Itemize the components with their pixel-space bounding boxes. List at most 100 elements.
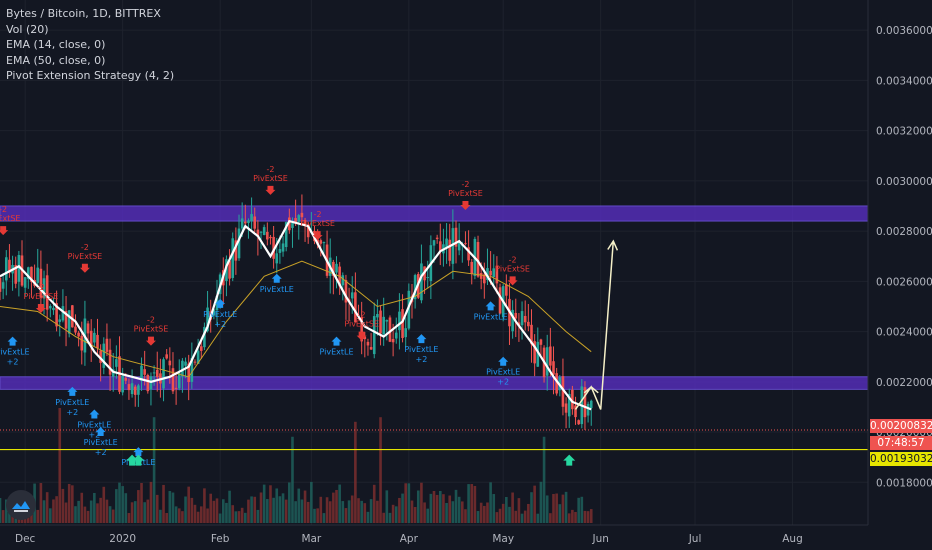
volume-bar [89, 500, 93, 523]
volume-bar [306, 501, 310, 523]
volume-bar [64, 502, 68, 523]
candle-body [288, 217, 291, 231]
volume-bar [574, 511, 577, 523]
volume-bar [401, 493, 404, 523]
candle-body [272, 236, 275, 259]
volume-bar [8, 511, 11, 523]
volume-bar [567, 513, 571, 523]
volume-bar [96, 503, 99, 523]
signal-sub: -2 [509, 255, 517, 264]
candle-body [350, 292, 354, 299]
candle-body [335, 263, 338, 273]
legend-strategy[interactable]: Pivot Extension Strategy (4, 2) [6, 69, 175, 82]
volume-bar [149, 481, 153, 523]
volume-bar [341, 501, 345, 523]
volume-bar [495, 512, 499, 523]
candle-body [93, 332, 96, 343]
signal-arrow-down [265, 185, 276, 195]
signal-label: PivExtLE [55, 398, 89, 407]
volume-bar [140, 483, 143, 523]
tradingview-logo[interactable] [6, 490, 36, 520]
candle-body [332, 261, 335, 276]
volume-bar [108, 506, 112, 523]
volume-bar [483, 505, 486, 523]
volume-bar [127, 513, 131, 523]
candle-body [149, 376, 153, 390]
candle-body [454, 227, 458, 247]
candle-body [196, 350, 200, 364]
strategy-signals: -2PivExtSE-2PivExtSE-2PivExtSE-2PivExtSE… [0, 165, 530, 467]
candle-body [366, 341, 370, 346]
volume-bar [275, 488, 279, 523]
green-entry-arrows [126, 454, 576, 466]
signal-sub: +2 [416, 355, 428, 364]
volume-bar [310, 481, 313, 523]
y-tick-label: 0.00180000 [876, 477, 932, 489]
signal-arrow-down [35, 303, 46, 313]
candle-body [391, 339, 395, 343]
volume-bar [253, 496, 257, 523]
volume-bar [404, 483, 407, 523]
volume-bar [244, 512, 247, 523]
candle-body [413, 275, 417, 300]
signal-sub: -2 [0, 205, 7, 214]
volume-bar [530, 492, 533, 523]
candle-body [1, 282, 5, 289]
legend-ema14[interactable]: EMA (14, close, 0) [6, 38, 106, 51]
volume-bar [360, 500, 363, 523]
volume-bar [171, 492, 175, 523]
volume-bar [281, 493, 285, 523]
candle-body [294, 218, 297, 224]
candle-body [55, 303, 58, 327]
candle-body [155, 369, 159, 378]
legend-volume[interactable]: Vol (20) [6, 22, 49, 36]
signal-label: PivExtSE [68, 252, 103, 261]
volume-bar [199, 506, 203, 523]
signal-label: PivExtSE [448, 189, 483, 198]
legend-symbol[interactable]: Bytes / Bitcoin, 1D, BITTREX [6, 7, 161, 20]
candle-body [561, 376, 565, 407]
signal-sub: -2 [147, 316, 155, 325]
x-tick-label: Dec [15, 533, 36, 545]
volume-bar [240, 507, 244, 523]
signal-arrow-down [79, 263, 90, 273]
volume-bar [514, 510, 518, 523]
volume-bar [1, 510, 5, 523]
volume-bar [137, 490, 140, 523]
volume-bar [231, 505, 235, 523]
volume-bar [454, 489, 458, 523]
candle-body [80, 335, 84, 351]
volume-bar [184, 496, 187, 523]
x-tick-label: Mar [301, 533, 321, 545]
volume-bar [511, 492, 514, 523]
candle-body [319, 240, 323, 244]
volume-bar [0, 498, 2, 523]
volume-bar [58, 408, 62, 523]
volume-bar [190, 497, 194, 523]
candle-body [108, 349, 112, 375]
candle-body [489, 270, 492, 276]
volume-bar [259, 492, 263, 523]
candle-body [140, 365, 143, 381]
candle-body [306, 225, 310, 238]
signal-sub: -2 [358, 311, 366, 320]
signal-arrow-up [133, 447, 144, 457]
candle-body [322, 242, 326, 244]
candle-body [297, 215, 301, 222]
candle-body [0, 278, 2, 292]
candle-body [514, 312, 518, 319]
volume-bar [555, 493, 558, 523]
candle-body [39, 268, 43, 298]
volume-bar [42, 500, 46, 523]
volume-bar [492, 494, 496, 523]
candle-body [74, 326, 77, 333]
candle-body [275, 253, 279, 264]
volume-bar [325, 497, 329, 523]
legend-ema50[interactable]: EMA (50, close, 0) [6, 53, 106, 67]
volume-bar [388, 512, 392, 523]
candle-body [420, 263, 423, 301]
volume-bar [269, 485, 272, 523]
